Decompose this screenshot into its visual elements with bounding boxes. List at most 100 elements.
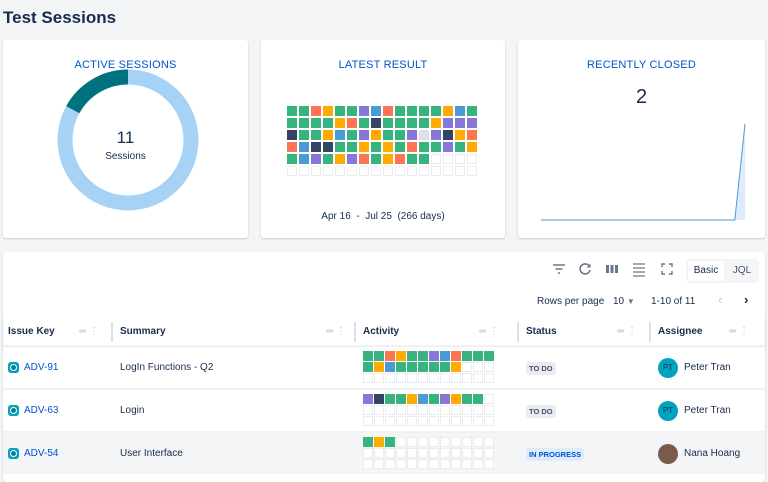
result-cell bbox=[407, 437, 417, 447]
column-header-summary[interactable]: Summary ═ ⋮ bbox=[120, 318, 356, 345]
result-cell bbox=[385, 459, 395, 469]
table-row[interactable]: ADV-91 LogIn Functions - Q2 TO DO PT Peter T… bbox=[3, 345, 765, 388]
result-cell bbox=[299, 166, 309, 176]
result-cell bbox=[443, 130, 453, 140]
result-cell bbox=[385, 405, 395, 415]
column-header-assignee[interactable]: Assignee ═ ⋮ bbox=[658, 318, 759, 345]
drag-handle-icon[interactable]: ═ ⋮ bbox=[79, 326, 99, 337]
result-cell bbox=[371, 154, 381, 164]
test-session-icon bbox=[8, 362, 19, 373]
result-cell bbox=[383, 130, 393, 140]
result-cell bbox=[311, 118, 321, 128]
fullscreen-icon[interactable] bbox=[658, 262, 676, 280]
result-cell bbox=[467, 166, 477, 176]
result-cell bbox=[429, 405, 439, 415]
result-cell bbox=[407, 166, 417, 176]
result-cell bbox=[395, 154, 405, 164]
result-cell bbox=[484, 405, 494, 415]
result-cell bbox=[407, 142, 417, 152]
next-page-icon[interactable]: › bbox=[744, 292, 749, 307]
result-cell bbox=[407, 362, 417, 372]
result-cell bbox=[396, 394, 406, 404]
view-mode-toggle: Basic JQL bbox=[686, 259, 759, 283]
result-cell bbox=[385, 362, 395, 372]
donut-active-segment bbox=[57, 69, 199, 211]
date-range: Apr 16 - Jul 25 (266 days) bbox=[321, 211, 445, 222]
result-cell bbox=[287, 154, 297, 164]
result-cell bbox=[371, 118, 381, 128]
columns-icon[interactable] bbox=[603, 262, 621, 280]
drag-handle-icon[interactable]: ═ ⋮ bbox=[326, 326, 346, 337]
drag-handle-icon[interactable]: ═ ⋮ bbox=[617, 326, 637, 337]
result-cell bbox=[385, 394, 395, 404]
result-cell bbox=[418, 373, 428, 383]
column-resizer[interactable] bbox=[517, 322, 519, 342]
avatar-initials: PT bbox=[662, 363, 674, 372]
result-cell bbox=[323, 106, 333, 116]
latest-result-card: LATEST RESULT Apr 16 - Jul 25 (266 days) bbox=[261, 40, 505, 238]
column-resizer[interactable] bbox=[649, 322, 651, 342]
result-cell bbox=[407, 106, 417, 116]
sparkline-line bbox=[541, 123, 746, 221]
result-cell bbox=[429, 448, 439, 458]
result-cell bbox=[335, 154, 345, 164]
issue-summary: LogIn Functions - Q2 bbox=[120, 362, 214, 373]
result-cell bbox=[462, 448, 472, 458]
result-cell bbox=[473, 448, 483, 458]
column-resizer[interactable] bbox=[354, 322, 356, 342]
column-header-status[interactable]: Status ═ ⋮ bbox=[526, 318, 647, 345]
result-cell bbox=[323, 142, 333, 152]
result-cell bbox=[396, 362, 406, 372]
result-cell bbox=[419, 142, 429, 152]
result-cell bbox=[440, 416, 450, 426]
chevron-down-icon: ▼ bbox=[626, 297, 635, 306]
result-cell bbox=[299, 154, 309, 164]
latest-result-grid bbox=[287, 106, 477, 176]
column-header-activity[interactable]: Activity ═ ⋮ bbox=[363, 318, 509, 345]
result-cell bbox=[395, 118, 405, 128]
prev-page-icon[interactable]: ‹ bbox=[718, 292, 723, 307]
result-cell bbox=[335, 106, 345, 116]
result-cell bbox=[418, 405, 428, 415]
result-cell bbox=[484, 448, 494, 458]
drag-handle-icon[interactable]: ═ ⋮ bbox=[479, 326, 499, 337]
column-header-label: Assignee bbox=[658, 326, 703, 337]
table-row[interactable]: ADV-63 Login TO DO PT Peter Tran bbox=[3, 388, 765, 431]
active-sessions-title: ACTIVE SESSIONS bbox=[74, 59, 177, 71]
issue-key-link[interactable]: ADV-91 bbox=[24, 362, 59, 373]
result-cell bbox=[347, 154, 357, 164]
result-cell bbox=[429, 394, 439, 404]
table-row[interactable]: ADV-54 User Interface IN PROGRESS Nana Hoan… bbox=[3, 431, 765, 474]
activity-grid bbox=[363, 394, 494, 426]
filter-icon[interactable] bbox=[550, 262, 568, 280]
result-cell bbox=[385, 448, 395, 458]
basic-mode-button[interactable]: Basic bbox=[688, 261, 724, 281]
result-cell bbox=[484, 351, 494, 361]
result-cell bbox=[451, 351, 461, 361]
result-cell bbox=[407, 405, 417, 415]
jql-mode-button[interactable]: JQL bbox=[732, 265, 752, 276]
rows-per-page-select[interactable]: 10 ▼ bbox=[613, 296, 635, 307]
rows-per-page-value: 10 bbox=[613, 296, 625, 307]
result-cell bbox=[374, 373, 384, 383]
page-title: Test Sessions bbox=[3, 8, 117, 27]
drag-handle-icon[interactable]: ═ ⋮ bbox=[729, 326, 749, 337]
result-cell bbox=[431, 106, 441, 116]
result-cell bbox=[407, 130, 417, 140]
closed-count: 2 bbox=[635, 86, 648, 108]
result-cell bbox=[419, 106, 429, 116]
column-header-issue-key[interactable]: Issue Key ═ ⋮ bbox=[8, 318, 109, 345]
result-cell bbox=[287, 106, 297, 116]
column-resizer[interactable] bbox=[111, 322, 113, 342]
result-cell bbox=[473, 416, 483, 426]
result-cell bbox=[407, 394, 417, 404]
result-cell bbox=[443, 142, 453, 152]
column-header-label: Summary bbox=[120, 326, 166, 337]
result-cell bbox=[451, 394, 461, 404]
refresh-icon[interactable] bbox=[576, 262, 594, 280]
result-cell bbox=[429, 351, 439, 361]
density-icon[interactable] bbox=[630, 262, 648, 280]
issue-key-link[interactable]: ADV-54 bbox=[24, 448, 59, 459]
issue-key-link[interactable]: ADV-63 bbox=[24, 405, 59, 416]
result-cell bbox=[374, 362, 384, 372]
